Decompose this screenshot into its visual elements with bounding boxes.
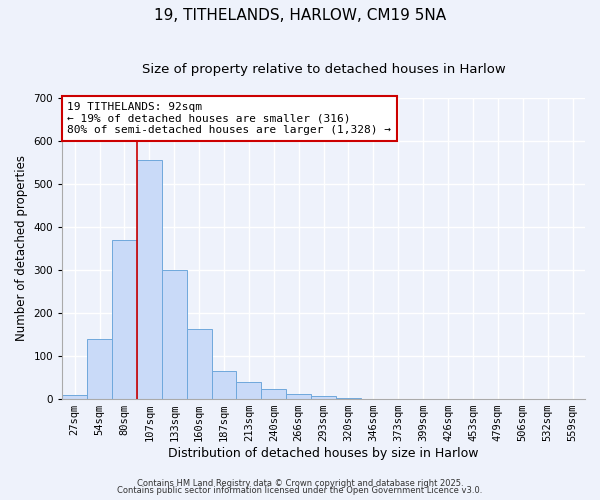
- Text: Contains public sector information licensed under the Open Government Licence v3: Contains public sector information licen…: [118, 486, 482, 495]
- Bar: [236, 382, 262, 399]
- Text: Contains HM Land Registry data © Crown copyright and database right 2025.: Contains HM Land Registry data © Crown c…: [137, 478, 463, 488]
- Title: Size of property relative to detached houses in Harlow: Size of property relative to detached ho…: [142, 62, 505, 76]
- Y-axis label: Number of detached properties: Number of detached properties: [15, 156, 28, 342]
- Bar: [62, 395, 87, 399]
- Bar: [336, 398, 361, 399]
- Bar: [112, 240, 137, 399]
- Bar: [262, 389, 286, 399]
- X-axis label: Distribution of detached houses by size in Harlow: Distribution of detached houses by size …: [169, 447, 479, 460]
- Bar: [311, 396, 336, 399]
- Bar: [212, 371, 236, 399]
- Bar: [137, 160, 162, 399]
- Bar: [87, 339, 112, 399]
- Text: 19, TITHELANDS, HARLOW, CM19 5NA: 19, TITHELANDS, HARLOW, CM19 5NA: [154, 8, 446, 22]
- Bar: [286, 394, 311, 399]
- Bar: [187, 329, 212, 399]
- Bar: [162, 270, 187, 399]
- Text: 19 TITHELANDS: 92sqm
← 19% of detached houses are smaller (316)
80% of semi-deta: 19 TITHELANDS: 92sqm ← 19% of detached h…: [67, 102, 391, 135]
